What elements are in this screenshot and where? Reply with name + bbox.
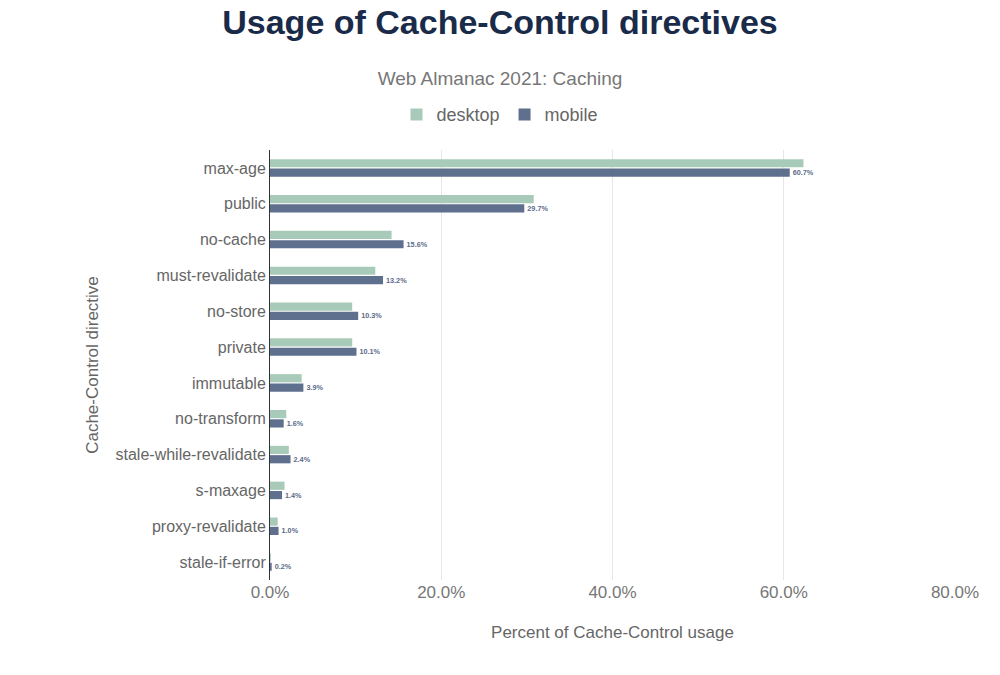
svg-text:13.2%: 13.2% [386, 276, 407, 285]
svg-text:10.1%: 10.1% [359, 347, 380, 356]
svg-text:0.0%: 0.0% [251, 583, 290, 602]
svg-text:Web Almanac 2021: Caching: Web Almanac 2021: Caching [378, 68, 623, 89]
svg-text:1.6%: 1.6% [287, 419, 304, 428]
svg-text:stale-while-revalidate: stale-while-revalidate [116, 446, 266, 463]
svg-text:80.0%: 80.0% [931, 583, 979, 602]
svg-text:private: private [218, 339, 266, 356]
svg-text:no-transform: no-transform [175, 410, 266, 427]
svg-text:max-age: max-age [204, 160, 266, 177]
svg-text:stale-if-error: stale-if-error [180, 554, 267, 571]
svg-text:proxy-revalidate: proxy-revalidate [152, 518, 266, 535]
svg-text:Usage of Cache-Control directi: Usage of Cache-Control directives [222, 3, 777, 41]
svg-text:1.0%: 1.0% [282, 526, 299, 535]
svg-text:must-revalidate: must-revalidate [156, 267, 265, 284]
svg-text:2.4%: 2.4% [294, 455, 311, 464]
svg-text:10.3%: 10.3% [361, 311, 382, 320]
svg-text:immutable: immutable [192, 375, 266, 392]
svg-text:public: public [224, 195, 266, 212]
svg-text:no-cache: no-cache [200, 231, 266, 248]
svg-text:3.9%: 3.9% [306, 383, 323, 392]
svg-text:mobile: mobile [545, 105, 598, 125]
svg-text:1.4%: 1.4% [285, 491, 302, 500]
svg-text:60.0%: 60.0% [760, 583, 808, 602]
svg-text:Cache-Control directive: Cache-Control directive [83, 276, 102, 454]
svg-text:15.6%: 15.6% [407, 240, 428, 249]
svg-text:s-maxage: s-maxage [196, 482, 266, 499]
svg-text:no-store: no-store [207, 303, 266, 320]
svg-text:60.7%: 60.7% [793, 168, 814, 177]
svg-text:40.0%: 40.0% [588, 583, 636, 602]
svg-text:29.7%: 29.7% [527, 204, 548, 213]
svg-text:Percent of Cache-Control usage: Percent of Cache-Control usage [491, 623, 734, 642]
svg-text:desktop: desktop [437, 105, 500, 125]
svg-text:0.2%: 0.2% [275, 562, 292, 571]
svg-text:20.0%: 20.0% [417, 583, 465, 602]
